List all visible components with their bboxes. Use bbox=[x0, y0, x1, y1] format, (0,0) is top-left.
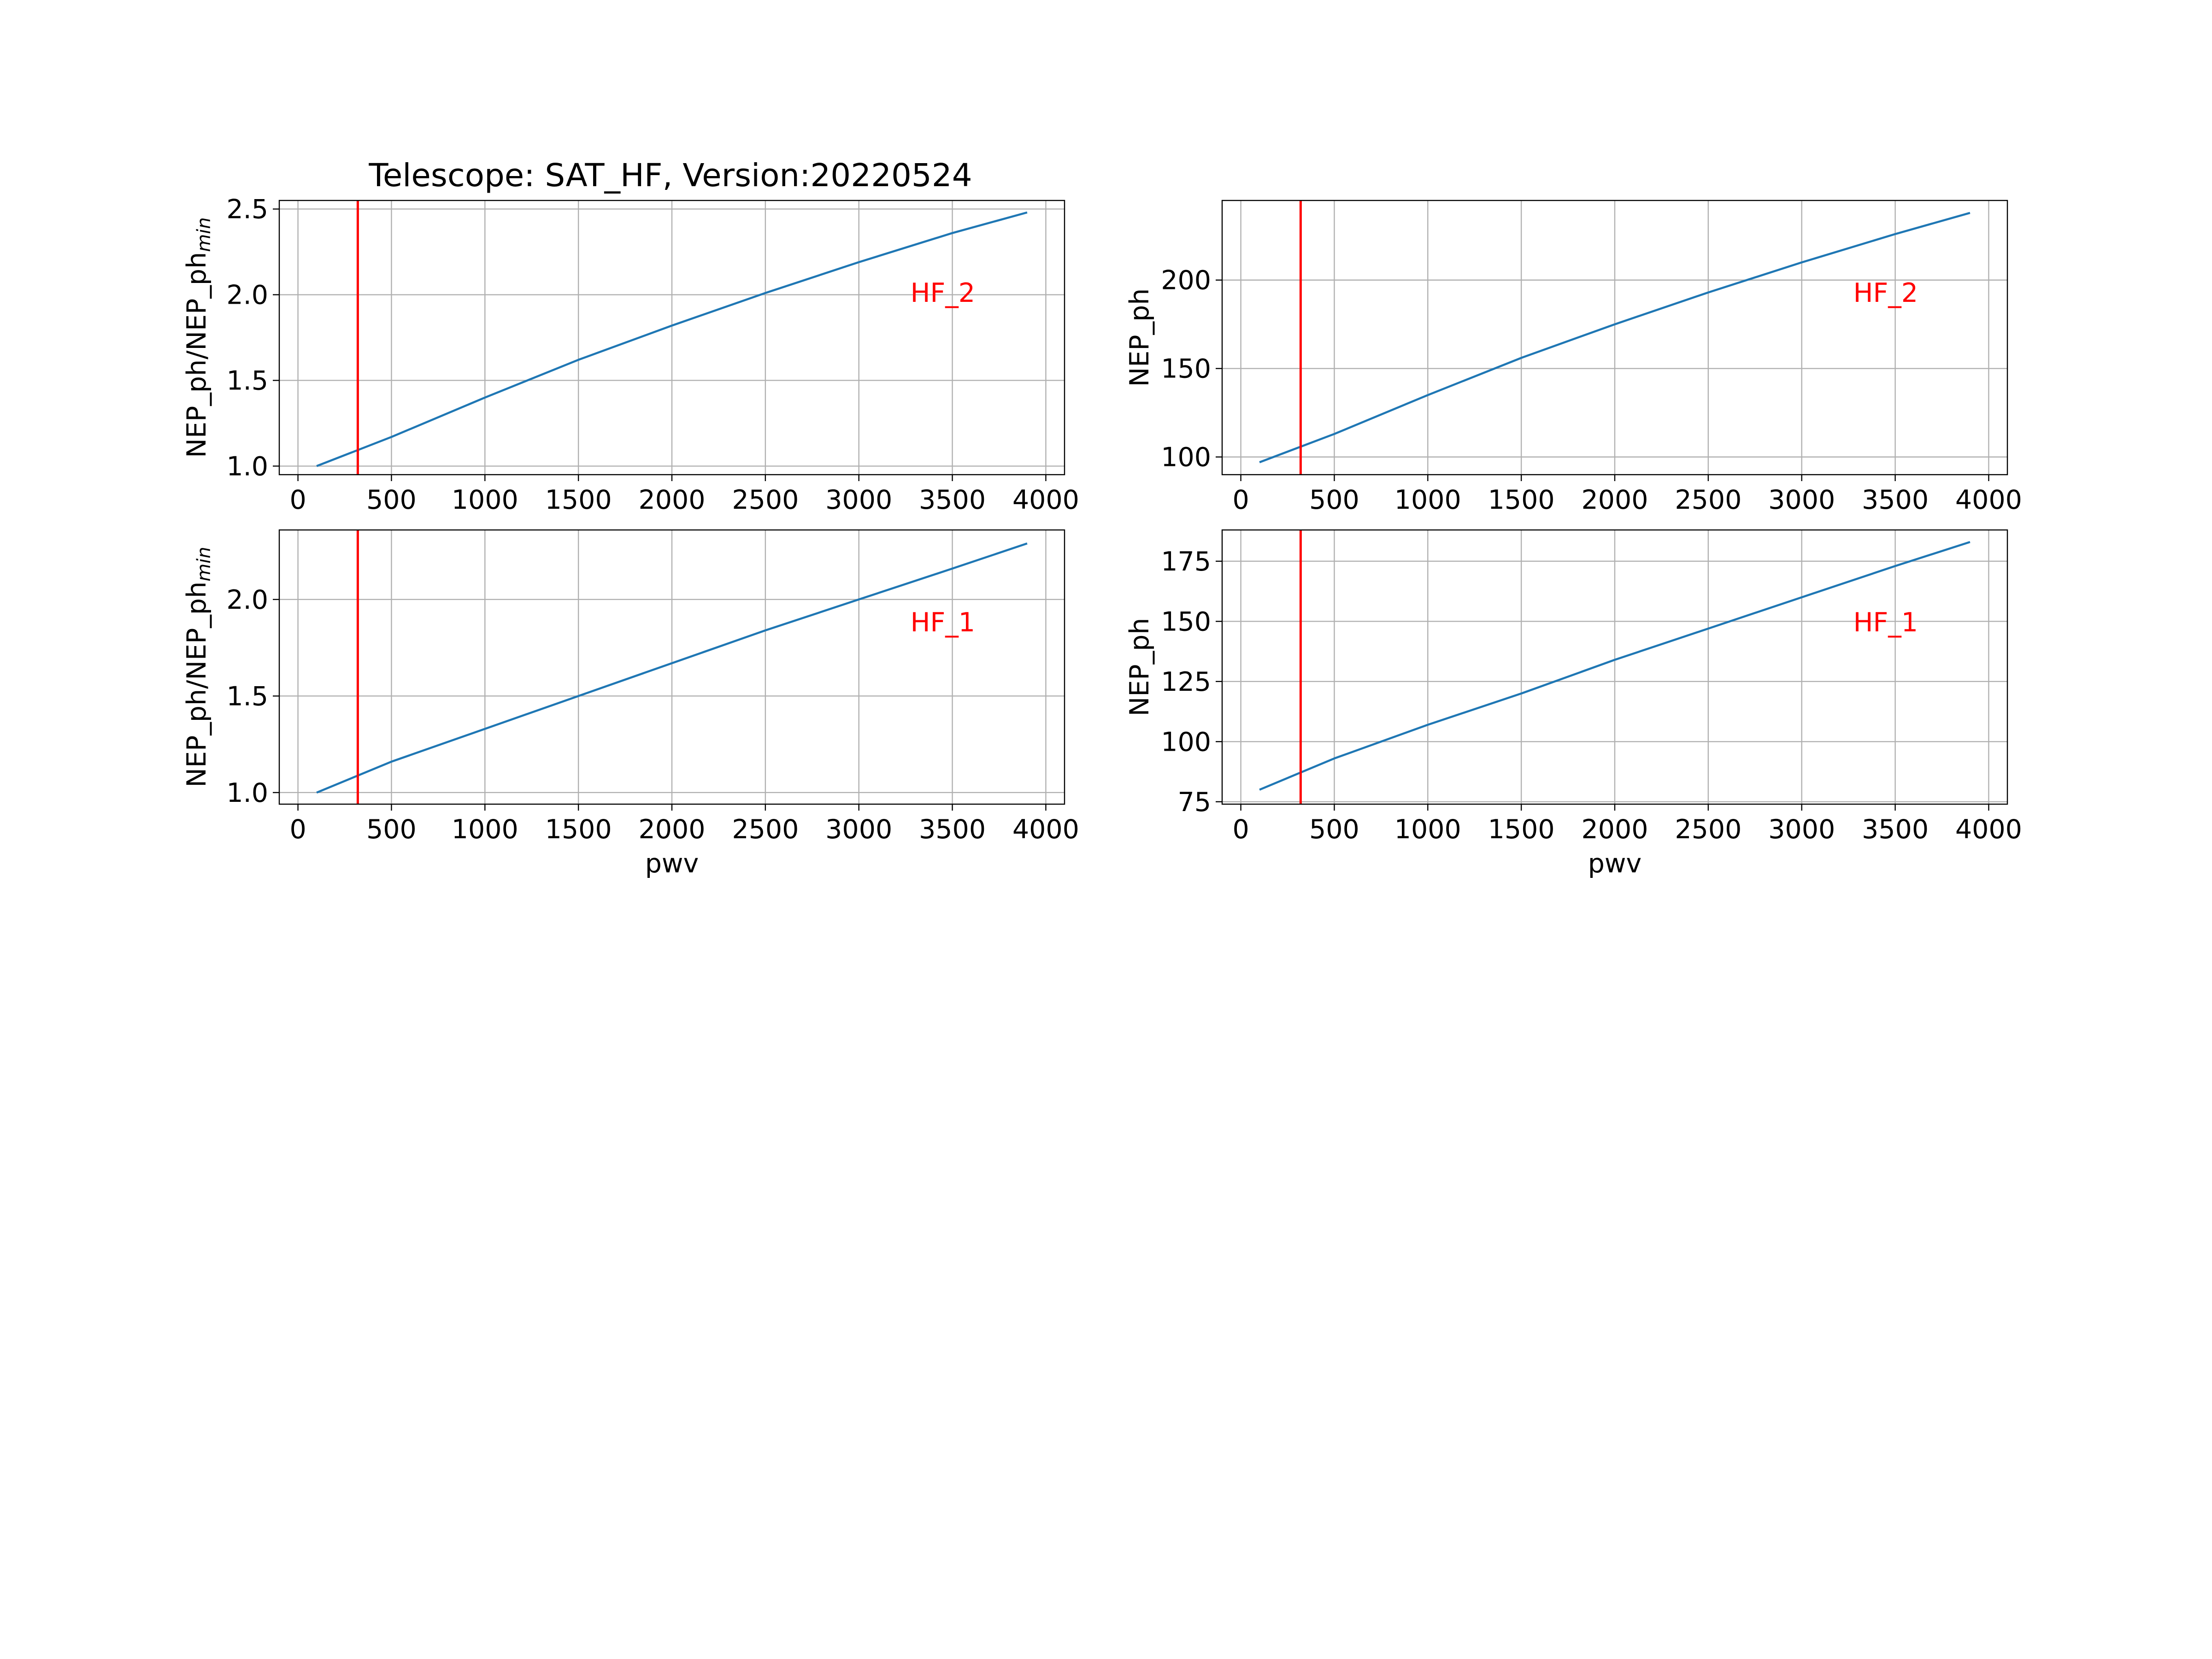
x-tick-label: 500 bbox=[366, 485, 417, 515]
x-tick-label: 3500 bbox=[1862, 814, 1929, 845]
x-tick-label: 500 bbox=[1309, 485, 1359, 515]
x-axis-label: pwv bbox=[1588, 848, 1642, 879]
y-axis-label: NEP_ph/NEP_phmin bbox=[182, 217, 215, 458]
series-annotation: HF_2 bbox=[911, 278, 975, 308]
x-tick-label: 2000 bbox=[638, 814, 705, 845]
y-tick-label: 75 bbox=[1177, 787, 1211, 818]
series-line bbox=[1259, 212, 1971, 464]
x-tick-label: 4000 bbox=[1955, 814, 2022, 845]
x-tick-label: 3000 bbox=[1768, 485, 1835, 515]
x-tick-label: 1500 bbox=[1488, 485, 1555, 515]
figure-title: Telescope: SAT_HF, Version:20220524 bbox=[368, 157, 972, 194]
x-tick-label: 2500 bbox=[732, 814, 799, 845]
series-line bbox=[1259, 541, 1971, 791]
x-tick-label: 1000 bbox=[1394, 485, 1461, 515]
y-tick-label: 1.0 bbox=[226, 451, 268, 482]
y-tick-label: 2.0 bbox=[226, 280, 268, 311]
x-tick-label: 3000 bbox=[825, 814, 892, 845]
series-annotation: HF_1 bbox=[1853, 607, 1918, 638]
y-tick-label: 150 bbox=[1161, 606, 1211, 637]
x-tick-label: 4000 bbox=[1012, 814, 1079, 845]
x-tick-label: 0 bbox=[1232, 814, 1249, 845]
x-tick-label: 4000 bbox=[1955, 485, 2022, 515]
x-tick-label: 3500 bbox=[1862, 485, 1929, 515]
series-annotation: HF_2 bbox=[1853, 278, 1918, 308]
x-tick-label: 2500 bbox=[732, 485, 799, 515]
y-tick-label: 200 bbox=[1161, 265, 1211, 296]
y-tick-label: 1.5 bbox=[226, 365, 268, 396]
x-tick-label: 1000 bbox=[452, 814, 518, 845]
y-axis-label: NEP_ph/NEP_phmin bbox=[182, 547, 215, 787]
series-line bbox=[316, 211, 1028, 467]
y-tick-label: 125 bbox=[1161, 667, 1211, 697]
chart-panel-4: 0 500 1000 1500 2000 2500 3000 3500 4000 75 100 125… bbox=[1124, 529, 2022, 879]
x-tick-label: 500 bbox=[366, 814, 417, 845]
chart-panel-1: 0 500 1000 1500 2000 2500 3000 3500 4000 1.0 1.5 2.… bbox=[182, 194, 1079, 515]
x-axis-label: pwv bbox=[645, 848, 699, 879]
x-tick-label: 1500 bbox=[545, 485, 612, 515]
x-tick-label: 2000 bbox=[638, 485, 705, 515]
y-tick-label: 150 bbox=[1161, 354, 1211, 384]
x-tick-label: 2500 bbox=[1675, 485, 1741, 515]
y-tick-label: 2.5 bbox=[226, 194, 268, 225]
y-tick-label: 100 bbox=[1161, 442, 1211, 473]
y-tick-label: 1.0 bbox=[226, 778, 268, 808]
series-annotation: HF_1 bbox=[911, 607, 975, 638]
y-tick-label: 1.5 bbox=[226, 681, 268, 712]
x-tick-label: 3500 bbox=[919, 485, 986, 515]
x-tick-label: 0 bbox=[289, 814, 306, 845]
x-tick-label: 2000 bbox=[1581, 485, 1648, 515]
y-axis-label: NEP_ph bbox=[1124, 618, 1155, 717]
chart-panel-3: 0 500 1000 1500 2000 2500 3000 3500 4000 1.0 1.5 2.… bbox=[182, 529, 1079, 879]
x-tick-label: 1500 bbox=[545, 814, 612, 845]
x-tick-label: 2500 bbox=[1675, 814, 1741, 845]
x-tick-label: 0 bbox=[1232, 485, 1249, 515]
x-tick-label: 4000 bbox=[1012, 485, 1079, 515]
x-tick-label: 0 bbox=[289, 485, 306, 515]
y-axis-label: NEP_ph bbox=[1124, 288, 1155, 387]
x-tick-label: 1000 bbox=[1394, 814, 1461, 845]
y-tick-label: 2.0 bbox=[226, 585, 268, 615]
x-tick-label: 3500 bbox=[919, 814, 986, 845]
x-tick-label: 1500 bbox=[1488, 814, 1555, 845]
chart-panel-2: 0 500 1000 1500 2000 2500 3000 3500 4000 100 150 20… bbox=[1124, 200, 2022, 515]
x-tick-label: 3000 bbox=[1768, 814, 1835, 845]
series-line bbox=[316, 542, 1028, 794]
x-tick-label: 500 bbox=[1309, 814, 1359, 845]
x-tick-label: 3000 bbox=[825, 485, 892, 515]
y-tick-label: 175 bbox=[1161, 547, 1211, 577]
x-tick-label: 1000 bbox=[452, 485, 518, 515]
x-tick-label: 2000 bbox=[1581, 814, 1648, 845]
y-tick-label: 100 bbox=[1161, 727, 1211, 757]
